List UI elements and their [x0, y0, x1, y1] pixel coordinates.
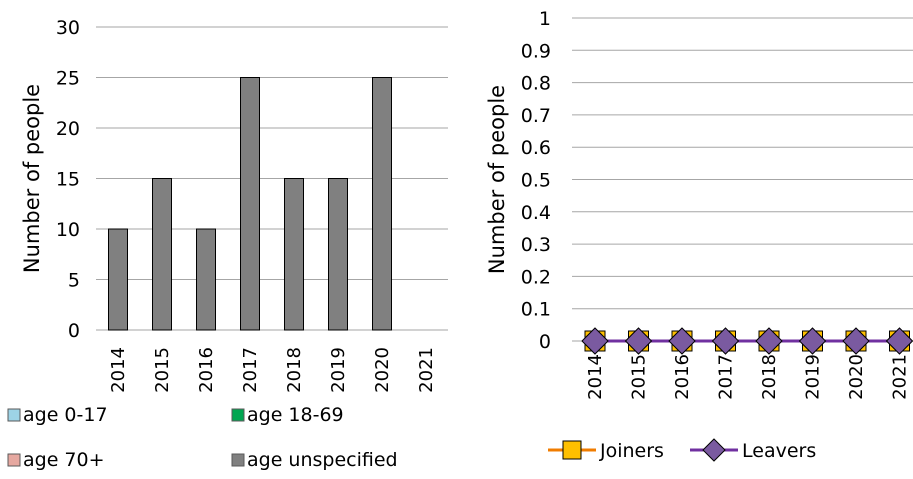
y-tick-label: 10	[56, 219, 80, 241]
x-tick-label: 2014	[108, 347, 129, 393]
legend-label: age 18-69	[247, 404, 344, 426]
y-tick-label: 1	[539, 8, 551, 30]
legend-square-marker	[562, 440, 582, 460]
y-tick-label: 0.2	[521, 266, 551, 288]
legend-swatch	[231, 453, 245, 467]
y-tick-label: 30	[56, 17, 80, 39]
x-tick-label: 2018	[284, 347, 305, 393]
legend-item: age 18-69	[231, 404, 344, 426]
y-tick-label: 0.7	[521, 105, 551, 127]
x-tick-label: 2014	[585, 354, 606, 400]
x-tick-label: 2021	[890, 354, 911, 400]
legend-item: Joiners	[548, 440, 664, 462]
bar-2017	[240, 77, 260, 331]
bar-2020	[372, 77, 392, 331]
x-tick-label: 2018	[759, 354, 780, 400]
legend-diamond-marker	[702, 438, 726, 462]
y-tick-label: 5	[68, 270, 80, 292]
y-tick-label: 15	[56, 169, 80, 191]
x-tick-label: 2019	[328, 347, 349, 393]
x-tick-label: 2015	[152, 347, 173, 393]
x-tick-label: 2015	[629, 354, 650, 400]
y-tick-label: 20	[56, 118, 80, 140]
legend-label: age 0-17	[23, 404, 108, 426]
leavers-point	[885, 327, 913, 355]
legend-label: age 70+	[23, 449, 105, 471]
y-tick-label: 0.3	[521, 234, 551, 256]
legend-label: age unspecified	[247, 449, 398, 471]
y-tick-label: 25	[56, 68, 80, 90]
y-tick-label: 0.6	[521, 137, 551, 159]
leavers-point	[755, 327, 783, 355]
y-tick-label: 0.9	[521, 40, 551, 62]
legend-swatch	[7, 453, 21, 467]
y-axis-label: Number of people	[20, 84, 44, 273]
bar-2015	[152, 178, 172, 331]
bar-2014	[108, 228, 128, 331]
legend-swatch	[231, 408, 245, 422]
legend-item: age 70+	[7, 449, 105, 471]
y-tick-label: 0.4	[521, 202, 551, 224]
leavers-point	[581, 327, 609, 355]
bar-2016	[196, 228, 216, 331]
x-tick-label: 2017	[716, 354, 737, 400]
legend-label: Leavers	[742, 440, 816, 462]
y-tick-label: 0	[68, 320, 80, 342]
legend-item: age 0-17	[7, 404, 108, 426]
leavers-point	[668, 327, 696, 355]
legend-item: age unspecified	[231, 449, 398, 471]
leavers-point	[711, 327, 740, 355]
x-tick-label: 2020	[372, 347, 393, 393]
leavers-point	[842, 327, 870, 355]
x-tick-label: 2016	[672, 354, 693, 400]
leavers-point	[798, 327, 827, 355]
legend-item: Leavers	[690, 438, 816, 462]
x-tick-label: 2019	[803, 354, 824, 400]
y-tick-label: 0.5	[521, 170, 551, 192]
leavers-point	[624, 327, 653, 355]
legend-swatch	[7, 408, 21, 422]
x-tick-label: 2017	[240, 347, 261, 393]
bar-2018	[284, 178, 304, 331]
bar-2019	[328, 178, 348, 331]
x-tick-label: 2021	[416, 347, 437, 393]
y-tick-label: 0.8	[521, 73, 551, 95]
y-tick-label: 0.1	[521, 299, 551, 321]
right-line-chart: 0 0.1 0.2 0.3 0.4 0.5 0.6 0.7 0.8 0.9 1 Number of p…	[485, 8, 913, 462]
y-tick-label: 0	[539, 331, 551, 353]
left-bar-chart: 0 5 10 15 20 25 30 Number of people 2014 2015 2016…	[7, 17, 448, 471]
y-axis-label: Number of people	[485, 85, 509, 274]
x-tick-label: 2016	[196, 347, 217, 393]
x-tick-label: 2020	[846, 354, 867, 400]
legend-label: Joiners	[599, 440, 664, 462]
